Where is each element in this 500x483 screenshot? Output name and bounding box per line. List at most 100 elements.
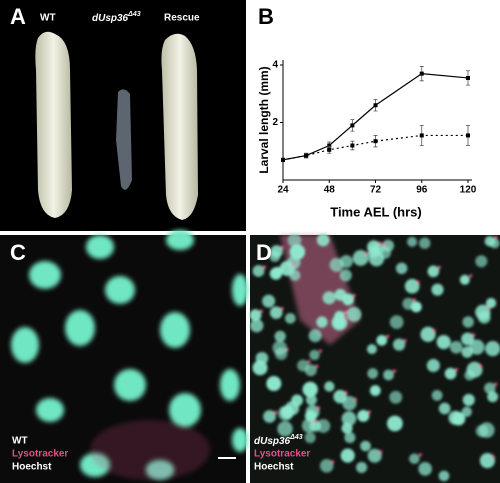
nucleus xyxy=(367,448,382,463)
nucleus xyxy=(262,294,276,308)
nucleus xyxy=(461,406,472,417)
nucleus xyxy=(462,393,475,407)
nucleus xyxy=(29,261,61,289)
nucleus xyxy=(329,257,344,272)
nucleus xyxy=(341,422,353,434)
nucleus xyxy=(316,316,328,328)
lysosome xyxy=(344,310,348,314)
lysosome xyxy=(352,293,356,297)
point xyxy=(419,133,424,138)
lysosome xyxy=(291,262,295,266)
nucleus xyxy=(436,334,451,350)
nucleus xyxy=(274,330,286,343)
nucleus xyxy=(431,283,444,296)
nucleus xyxy=(344,432,356,444)
nucleus xyxy=(305,405,320,419)
lysosome xyxy=(343,317,347,321)
label-wt: WT xyxy=(40,13,56,24)
label-text: dUsp36 xyxy=(254,436,291,447)
nucleus xyxy=(485,340,500,357)
nucleus xyxy=(324,381,335,392)
x-tick-label: 72 xyxy=(370,185,382,196)
point xyxy=(466,133,470,138)
lysosome xyxy=(378,241,382,245)
nucleus xyxy=(263,410,276,423)
genotype: WT xyxy=(12,436,28,447)
nucleus xyxy=(341,411,357,426)
lysotracker-haze xyxy=(90,420,210,480)
x-tick-label: 120 xyxy=(460,185,477,196)
x-axis-label: Time AEL (hrs) xyxy=(330,204,422,219)
nucleus xyxy=(420,326,436,343)
nucleus xyxy=(369,385,381,397)
larva-wt xyxy=(35,31,72,218)
nucleus xyxy=(279,260,295,276)
nucleus xyxy=(389,390,403,404)
nucleus xyxy=(479,453,495,469)
nucleus xyxy=(232,274,248,306)
lysosome xyxy=(479,364,483,368)
point xyxy=(419,71,424,76)
nucleus xyxy=(469,339,485,355)
lysosome xyxy=(472,333,476,337)
nucleus xyxy=(352,250,369,266)
nucleus xyxy=(487,391,499,403)
nucleus xyxy=(431,389,443,401)
nucleus xyxy=(220,369,240,401)
nucleus xyxy=(459,274,470,285)
lysosome xyxy=(418,453,422,457)
genotype: dUsp36Δ43 xyxy=(254,434,303,447)
nucleus xyxy=(444,367,457,380)
nucleus xyxy=(272,340,288,356)
x-tick-label: 24 xyxy=(277,185,289,196)
lysosome xyxy=(494,382,498,386)
lysosome xyxy=(319,349,323,353)
nucleus xyxy=(462,316,474,328)
nucleus xyxy=(255,351,269,365)
nucleus xyxy=(305,394,317,406)
nucleus xyxy=(249,318,264,333)
point xyxy=(466,75,470,80)
nucleus xyxy=(389,315,404,330)
stain-hoechst: Hoechst xyxy=(12,462,52,473)
nucleus xyxy=(378,246,392,259)
nucleus xyxy=(356,461,368,474)
stain-lysotracker: Lysotracker xyxy=(12,449,68,460)
nucleus xyxy=(309,349,320,361)
y-tick-label: 4 xyxy=(272,60,278,71)
larva-mutant xyxy=(116,89,132,190)
nucleus xyxy=(426,358,440,373)
lysosome xyxy=(412,298,416,302)
nucleus xyxy=(333,389,347,404)
nucleus xyxy=(36,398,64,422)
lysosome xyxy=(386,334,390,338)
nucleus xyxy=(269,306,283,319)
nucleus xyxy=(316,233,330,247)
nucleus xyxy=(367,368,379,379)
nucleus xyxy=(427,265,440,278)
nucleus xyxy=(280,405,294,420)
chart: B Larval length (mm) Time AEL (hrs) 24 48… xyxy=(257,4,477,220)
nucleus xyxy=(297,359,309,372)
x-tick-label: 96 xyxy=(416,185,428,196)
lysosome xyxy=(494,235,498,239)
lysosome xyxy=(307,360,311,364)
lysosome xyxy=(274,410,278,414)
nucleus xyxy=(485,297,497,309)
nucleus xyxy=(376,334,388,346)
nucleus xyxy=(395,262,408,275)
lysosome xyxy=(491,455,495,459)
nucleus xyxy=(331,314,348,331)
nucleus xyxy=(346,306,362,322)
nucleus xyxy=(291,394,303,407)
point xyxy=(304,153,309,158)
label-sup: Δ43 xyxy=(127,11,141,18)
nucleus xyxy=(266,375,282,392)
label-text: dUsp36 xyxy=(92,13,129,24)
lysosome xyxy=(280,307,284,311)
y-axis-label: Larval length (mm) xyxy=(257,66,271,173)
y-tick-label: 2 xyxy=(272,117,278,128)
nucleus xyxy=(360,440,371,452)
point xyxy=(350,123,355,128)
larva-rescue xyxy=(161,33,198,220)
